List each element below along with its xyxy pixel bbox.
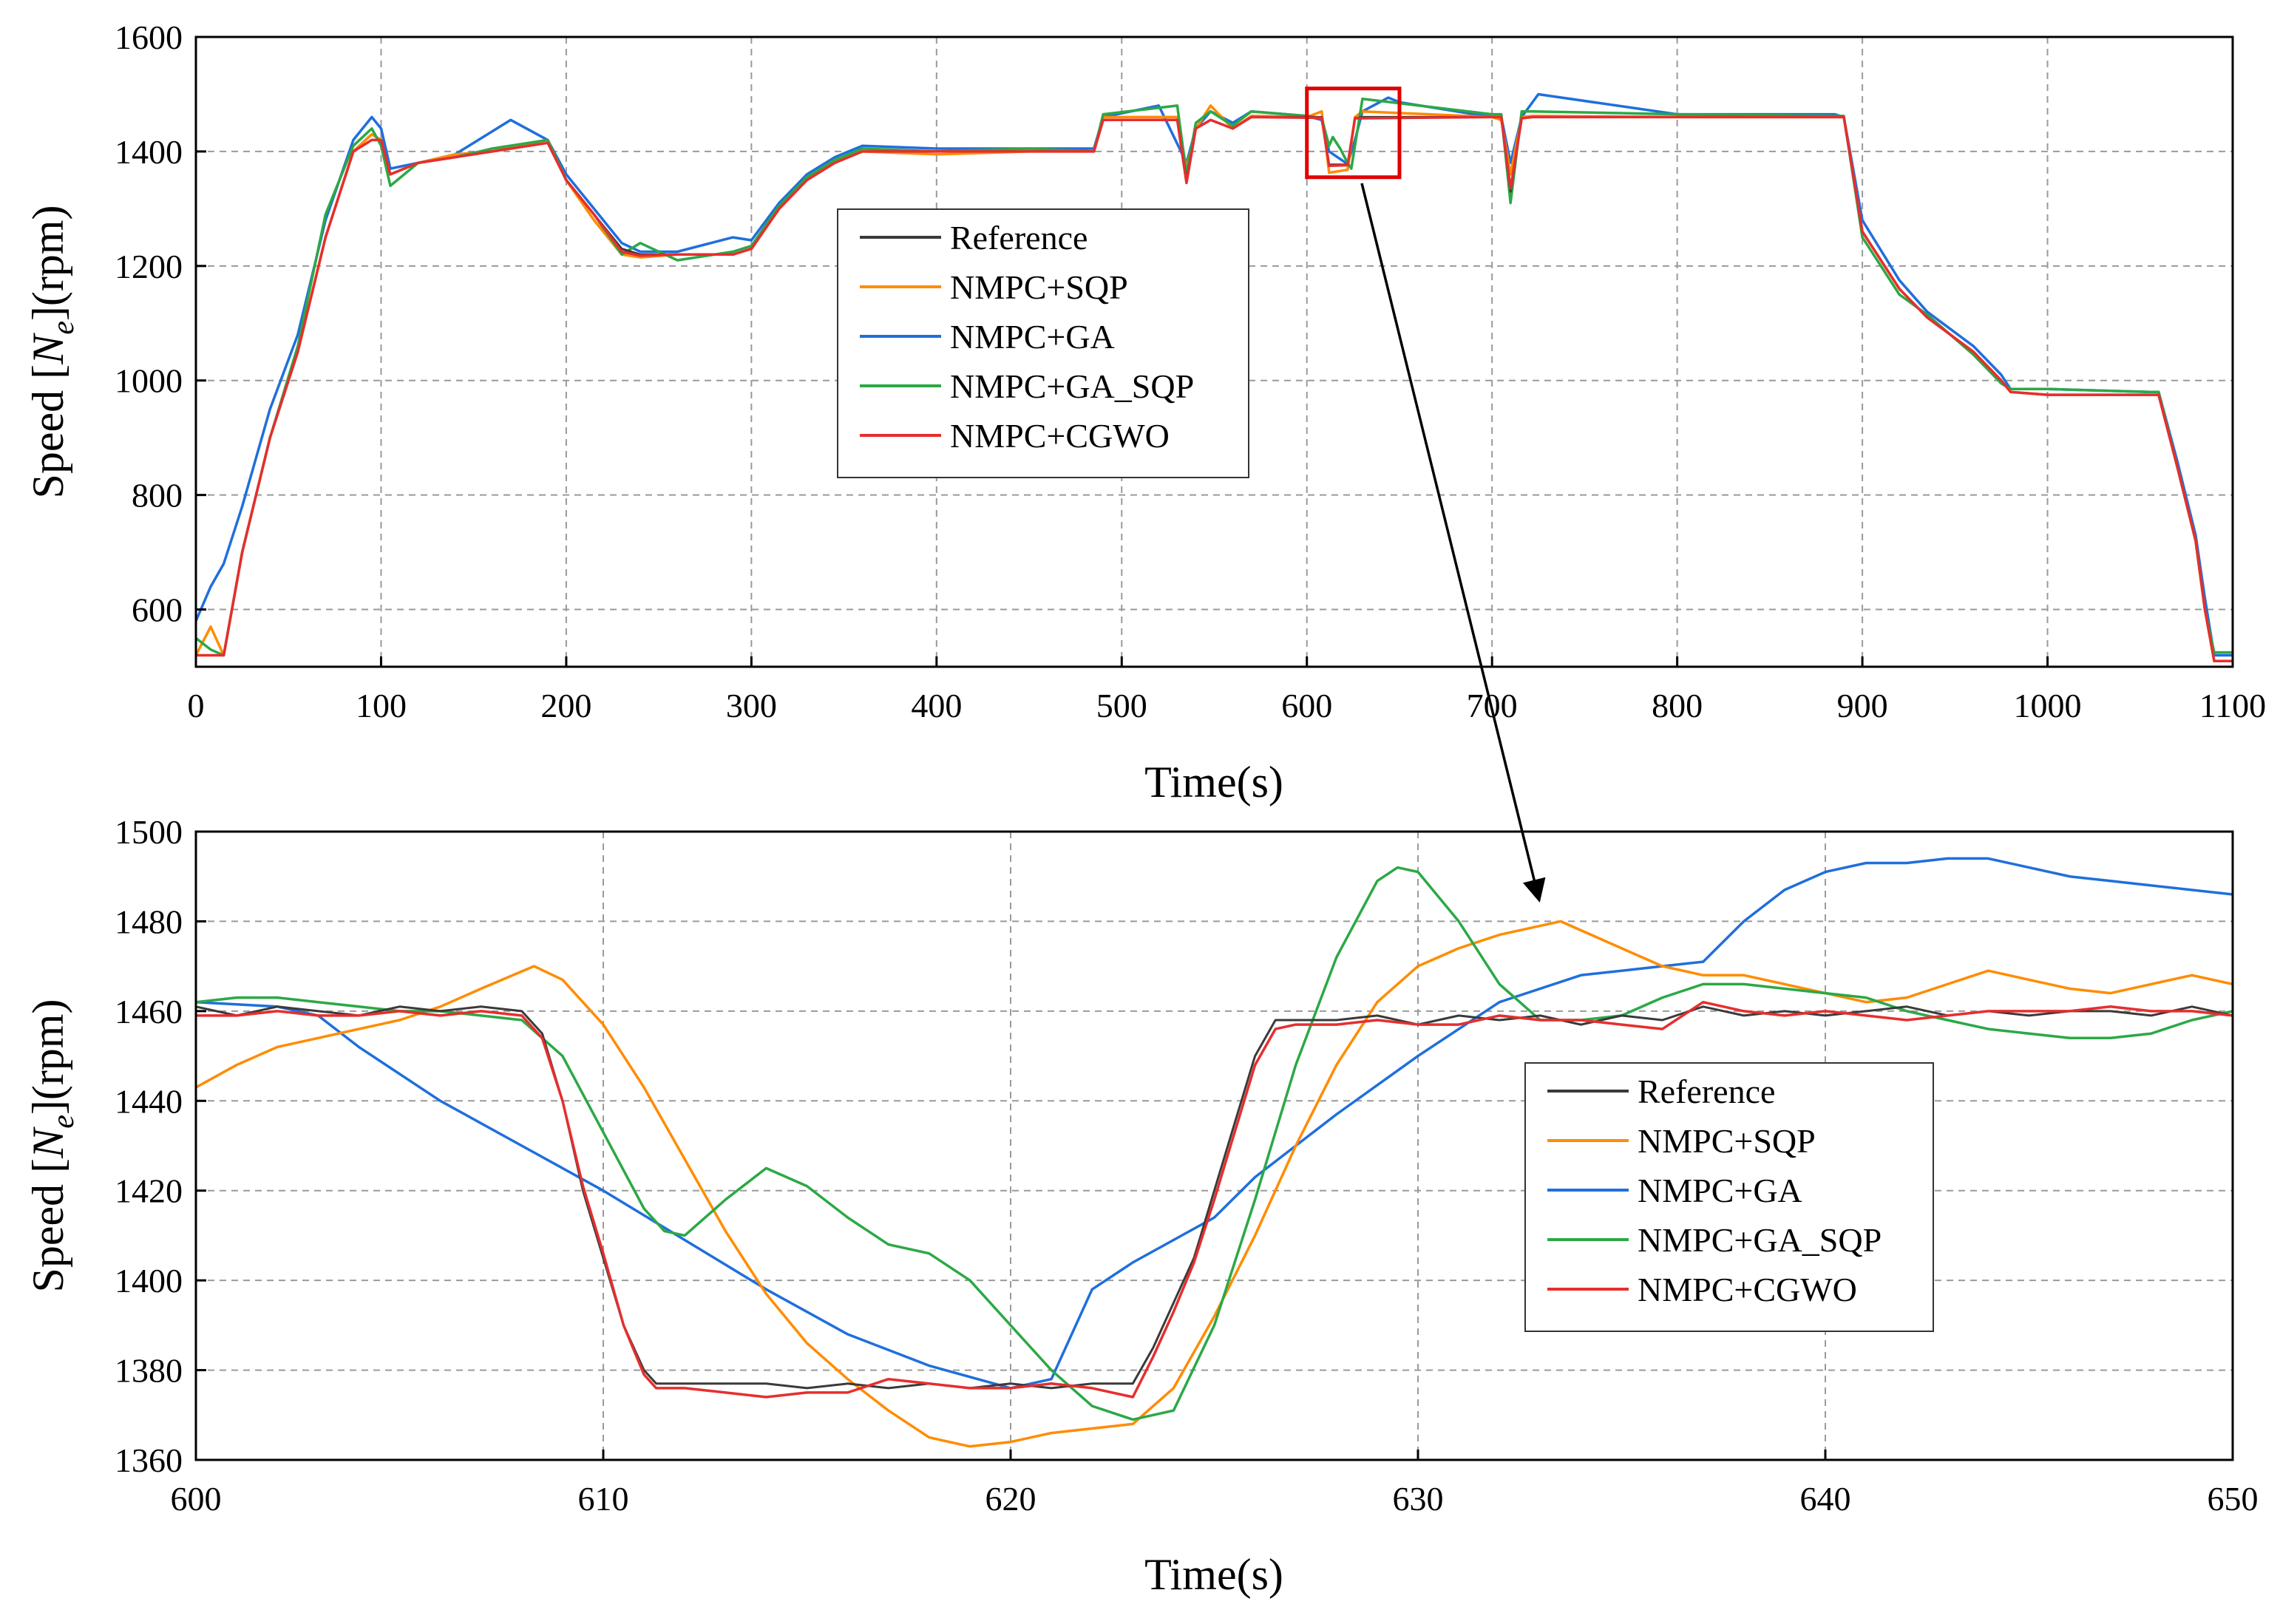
series-line-nmpc-cgwo	[196, 115, 2233, 663]
y-tick-label: 1480	[115, 903, 183, 940]
legend-label: NMPC+CGWO	[950, 417, 1170, 455]
x-tick-label: 610	[578, 1480, 629, 1518]
y-tick-label: 1360	[115, 1441, 183, 1479]
y-tick-label: 1000	[115, 362, 183, 400]
y-tick-label: 1380	[115, 1352, 183, 1390]
y-tick-label: 1200	[115, 248, 183, 285]
x-tick-label: 400	[911, 687, 962, 724]
legend-label: NMPC+GA	[950, 318, 1115, 356]
overview-chart: 0100200300400500600700800900100011006008…	[24, 18, 2266, 806]
y-tick-label: 1600	[115, 18, 183, 56]
series-line-nmpc-ga-sqp	[196, 97, 2233, 657]
y-tick-label: 1460	[115, 993, 183, 1030]
y-tick-label: 1500	[115, 813, 183, 851]
y-tick-label: 1440	[115, 1082, 183, 1120]
legend-label: NMPC+CGWO	[1638, 1271, 1857, 1308]
overview-x-axis-title: Time(s)	[1144, 758, 1283, 806]
overview-ticks: 0100200300400500600700800900100011006008…	[115, 18, 2266, 724]
x-tick-label: 640	[1800, 1480, 1851, 1518]
x-tick-label: 300	[726, 687, 777, 724]
legend-label: Reference	[1638, 1073, 1775, 1110]
y-tick-label: 1400	[115, 133, 183, 171]
overview-y-axis-title: Speed [Ne](rpm)	[24, 205, 81, 499]
series-line-nmpc-sqp	[196, 920, 2233, 1448]
x-tick-label: 200	[540, 687, 591, 724]
x-tick-label: 650	[2208, 1480, 2259, 1518]
x-tick-label: 1000	[2014, 687, 2082, 724]
overview-legend: Reference NMPC+SQP NMPC+GA NMPC+GA_SQP NMPC+…	[837, 208, 1249, 478]
zoom-x-axis-title: Time(s)	[1144, 1550, 1283, 1599]
x-tick-label: 620	[985, 1480, 1036, 1518]
legend-box	[1524, 1062, 1934, 1332]
legend-label: NMPC+SQP	[950, 268, 1128, 306]
zoom-plot-frame	[194, 830, 2234, 1461]
legend-box	[837, 208, 1249, 478]
zoom-connector-arrow	[1360, 183, 1546, 903]
legend-label: NMPC+GA_SQP	[1638, 1221, 1882, 1259]
legend-label: Reference	[950, 219, 1088, 256]
series-line-nmpc-ga	[196, 857, 2233, 1390]
y-tick-label: 1420	[115, 1172, 183, 1210]
zoom-series	[196, 857, 2233, 1448]
series-line-nmpc-cgwo	[196, 1000, 2233, 1399]
x-tick-label: 900	[1837, 687, 1888, 724]
zoom-legend: Reference NMPC+SQP NMPC+GA NMPC+GA_SQP NMPC+…	[1524, 1062, 1934, 1332]
x-tick-label: 500	[1096, 687, 1147, 724]
x-tick-label: 630	[1393, 1480, 1444, 1518]
x-tick-label: 0	[188, 687, 205, 724]
overview-plot-frame	[194, 35, 2234, 668]
x-tick-label: 600	[171, 1480, 222, 1518]
x-tick-label: 800	[1652, 687, 1703, 724]
zoom-y-axis-title: Speed [Ne](rpm)	[24, 999, 81, 1293]
zoom-chart: 600 610 620 630 640 650 1360 1380 1400 1420 1440 14…	[24, 813, 2259, 1599]
legend-label: NMPC+SQP	[1638, 1122, 1816, 1160]
y-tick-label: 1400	[115, 1262, 183, 1299]
legend-label: NMPC+GA	[1638, 1172, 1802, 1209]
legend-label: NMPC+GA_SQP	[950, 367, 1194, 405]
x-tick-label: 100	[356, 687, 407, 724]
zoom-ticks: 600 610 620 630 640 650 1360 1380 1400 1420 1440 14…	[115, 813, 2259, 1518]
x-tick-label: 600	[1281, 687, 1332, 724]
y-tick-label: 600	[132, 591, 183, 629]
overview-series	[196, 92, 2233, 663]
x-tick-label: 1100	[2199, 687, 2266, 724]
zoom-region-box	[1305, 86, 1402, 180]
series-line-nmpc-ga-sqp	[196, 866, 2233, 1421]
y-tick-label: 800	[132, 477, 183, 514]
